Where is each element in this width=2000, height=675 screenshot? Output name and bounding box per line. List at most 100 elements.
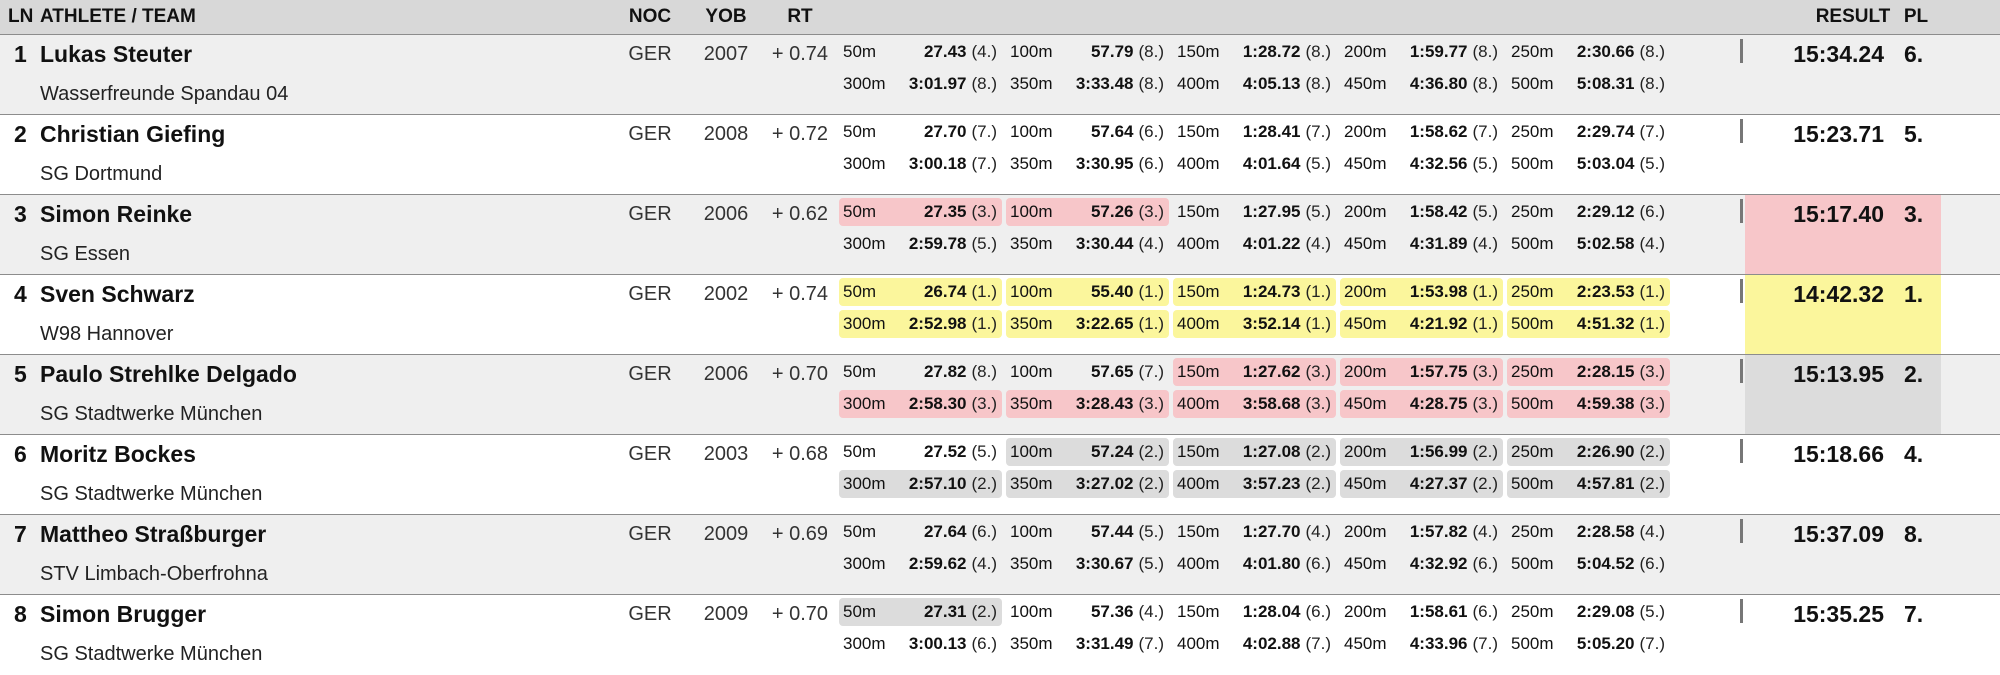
split-time-group: 4:59.38 (3.) bbox=[1577, 390, 1665, 418]
split-cell: 450m 4:32.92 (6.) bbox=[1340, 550, 1503, 578]
split-distance: 250m bbox=[1511, 282, 1554, 301]
split-cell: 300m 3:00.18 (7.) bbox=[839, 150, 1002, 178]
split-time: 5:03.04 bbox=[1576, 154, 1635, 173]
split-time: 4:33.96 bbox=[1409, 634, 1468, 653]
athlete-row: 1 Lukas Steuter Wasserfreunde Spandau 04 GE… bbox=[0, 34, 2000, 114]
split-cell: 500m 5:05.20 (7.) bbox=[1507, 630, 1670, 658]
split-time: 3:57.23 bbox=[1242, 474, 1301, 493]
split-time-group: 3:28.43 (3.) bbox=[1076, 390, 1164, 418]
split-distance: 250m bbox=[1511, 122, 1554, 141]
split-rank: (7.) bbox=[1305, 122, 1332, 141]
reaction-time: + 0.68 bbox=[771, 443, 828, 465]
split-time-group: 27.70 (7.) bbox=[924, 118, 997, 146]
split-distance: 250m bbox=[1511, 522, 1554, 541]
split-rank: (8.) bbox=[1472, 74, 1499, 93]
split-distance: 50m bbox=[843, 42, 877, 61]
split-distance: 450m bbox=[1344, 154, 1387, 173]
split-time-group: 3:57.23 (2.) bbox=[1243, 470, 1331, 498]
athlete-row: 7 Mattheo Straßburger STV Limbach-Oberfroh… bbox=[0, 514, 2000, 594]
split-distance: 200m bbox=[1344, 282, 1387, 301]
split-distance: 150m bbox=[1177, 362, 1220, 381]
result: 15:18.66 bbox=[1793, 441, 1884, 467]
split-time: 4:32.56 bbox=[1409, 154, 1468, 173]
split-rank: (8.) bbox=[971, 362, 998, 381]
split-rank: (8.) bbox=[1305, 42, 1332, 61]
split-rank: (4.) bbox=[1305, 522, 1332, 541]
split-rank: (6.) bbox=[1472, 602, 1499, 621]
split-cell: 450m 4:21.92 (1.) bbox=[1340, 310, 1503, 338]
split-time: 57.79 bbox=[1090, 42, 1134, 61]
split-time: 5:02.58 bbox=[1576, 234, 1635, 253]
header-ln: LN bbox=[8, 6, 34, 27]
split-time: 3:00.18 bbox=[908, 154, 967, 173]
split-time-group: 1:24.73 (1.) bbox=[1243, 278, 1331, 306]
split-cell: 50m 27.35 (3.) bbox=[839, 198, 1002, 226]
yob: 2009 bbox=[703, 523, 749, 545]
split-time: 4:27.37 bbox=[1409, 474, 1468, 493]
split-distance: 300m bbox=[843, 474, 886, 493]
split-distance: 150m bbox=[1177, 442, 1220, 461]
split-cell: 300m 3:00.13 (6.) bbox=[839, 630, 1002, 658]
split-rank: (5.) bbox=[1138, 554, 1165, 573]
split-rank: (3.) bbox=[1639, 394, 1666, 413]
header-result: RESULT bbox=[1815, 6, 1891, 27]
team: Wasserfreunde Spandau 04 bbox=[40, 83, 289, 105]
split-cell: 500m 5:08.31 (8.) bbox=[1507, 70, 1670, 98]
result: 14:42.32 bbox=[1793, 281, 1884, 307]
split-rank: (4.) bbox=[971, 42, 998, 61]
split-time: 3:52.14 bbox=[1242, 314, 1301, 333]
split-rank: (5.) bbox=[1472, 202, 1499, 221]
split-cell: 350m 3:30.44 (4.) bbox=[1006, 230, 1169, 258]
split-rank: (3.) bbox=[971, 394, 998, 413]
split-rank: (1.) bbox=[1138, 314, 1165, 333]
split-cell: 100m 57.44 (5.) bbox=[1006, 518, 1169, 546]
split-distance: 50m bbox=[843, 202, 877, 221]
split-rank: (4.) bbox=[1305, 234, 1332, 253]
noc: GER bbox=[628, 523, 672, 545]
split-time-group: 4:27.37 (2.) bbox=[1410, 470, 1498, 498]
split-cell: 250m 2:29.08 (5.) bbox=[1507, 598, 1670, 626]
split-time: 1:58.42 bbox=[1409, 202, 1468, 221]
split-time: 4:32.92 bbox=[1409, 554, 1468, 573]
split-distance: 100m bbox=[1010, 122, 1053, 141]
split-time: 1:57.75 bbox=[1409, 362, 1468, 381]
split-time: 5:05.20 bbox=[1576, 634, 1635, 653]
split-time-group: 3:52.14 (1.) bbox=[1243, 310, 1331, 338]
split-time: 5:08.31 bbox=[1576, 74, 1635, 93]
team: SG Stadtwerke München bbox=[40, 643, 263, 665]
split-time-group: 4:05.13 (8.) bbox=[1243, 70, 1331, 98]
header-noc: NOC bbox=[628, 6, 672, 27]
split-time: 1:28.04 bbox=[1242, 602, 1301, 621]
split-rank: (8.) bbox=[1305, 74, 1332, 93]
split-time-group: 1:53.98 (1.) bbox=[1410, 278, 1498, 306]
noc: GER bbox=[628, 203, 672, 225]
yob: 2003 bbox=[703, 443, 749, 465]
split-distance: 400m bbox=[1177, 314, 1220, 333]
split-rank: (3.) bbox=[1138, 202, 1165, 221]
split-time-group: 5:04.52 (6.) bbox=[1577, 550, 1665, 578]
split-time-group: 55.40 (1.) bbox=[1091, 278, 1164, 306]
split-time: 1:57.82 bbox=[1409, 522, 1468, 541]
noc: GER bbox=[628, 43, 672, 65]
split-distance: 300m bbox=[843, 394, 886, 413]
split-cell: 250m 2:26.90 (2.) bbox=[1507, 438, 1670, 466]
yob: 2002 bbox=[703, 283, 749, 305]
split-time: 1:27.62 bbox=[1242, 362, 1301, 381]
split-time-group: 4:33.96 (7.) bbox=[1410, 630, 1498, 658]
split-time: 2:29.74 bbox=[1576, 122, 1635, 141]
split-rank: (1.) bbox=[971, 314, 998, 333]
place: 6. bbox=[1904, 41, 1924, 67]
yob: 2008 bbox=[703, 123, 749, 145]
noc: GER bbox=[628, 603, 672, 625]
place: 2. bbox=[1904, 361, 1924, 387]
split-time-group: 4:51.32 (1.) bbox=[1577, 310, 1665, 338]
split-rank: (4.) bbox=[1138, 602, 1165, 621]
split-time: 2:59.62 bbox=[908, 554, 967, 573]
split-distance: 450m bbox=[1344, 554, 1387, 573]
split-rank: (2.) bbox=[1639, 442, 1666, 461]
split-rank: (6.) bbox=[1472, 554, 1499, 573]
split-cell: 500m 5:03.04 (5.) bbox=[1507, 150, 1670, 178]
split-time: 5:04.52 bbox=[1576, 554, 1635, 573]
split-time-group: 1:58.62 (7.) bbox=[1410, 118, 1498, 146]
split-cell: 150m 1:27.70 (4.) bbox=[1173, 518, 1336, 546]
